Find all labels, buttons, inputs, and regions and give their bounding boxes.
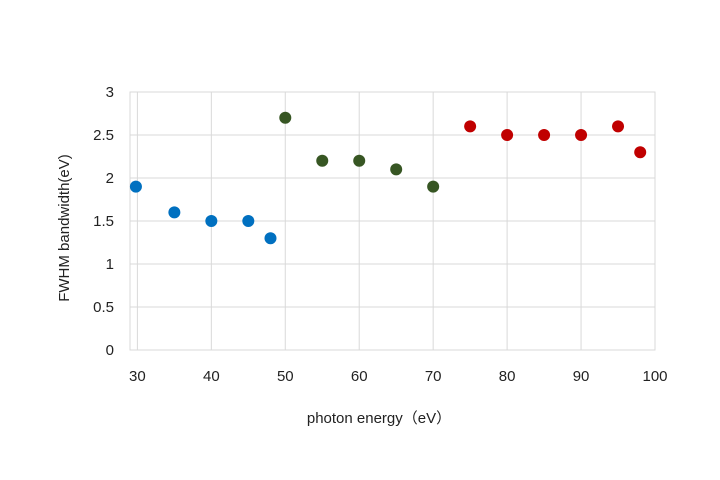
- y-tick-label: 0: [106, 342, 114, 359]
- data-point-series-1: [242, 215, 255, 227]
- y-tick-label: 3: [106, 84, 114, 101]
- data-point-series-3: [612, 120, 625, 133]
- data-point-series-2: [427, 180, 440, 193]
- data-point-series-1: [205, 215, 218, 227]
- y-tick-label: 0.5: [93, 299, 114, 316]
- y-tick-label: 2.5: [93, 127, 114, 144]
- data-point-series-1: [129, 180, 142, 193]
- data-point-series-3: [501, 129, 514, 141]
- x-tick-label: 60: [351, 368, 368, 385]
- y-tick-label: 1: [106, 256, 114, 273]
- data-point-series-3: [575, 129, 588, 141]
- y-tick-label: 1.5: [93, 213, 114, 230]
- x-tick-label: 100: [642, 368, 667, 385]
- data-point-series-3: [634, 146, 647, 159]
- y-tick-label: 2: [106, 170, 114, 187]
- x-tick-label: 70: [425, 368, 442, 385]
- x-tick-label: 50: [277, 368, 294, 385]
- data-point-series-1: [264, 232, 277, 245]
- tick-labels: 0 0.5 1 1.5 2 2.5 3 30 40 50 60 70 80 90 100: [93, 84, 667, 385]
- x-tick-label: 80: [499, 368, 516, 385]
- data-point-series-2: [279, 111, 292, 124]
- data-point-series-2: [390, 163, 403, 176]
- data-point-series-2: [353, 154, 366, 167]
- data-point-series-1: [168, 206, 181, 219]
- data-point-series-2: [316, 154, 329, 167]
- x-tick-label: 30: [129, 368, 146, 385]
- x-axis-title: photon energy（eV）: [307, 410, 451, 427]
- x-tick-label: 90: [573, 368, 590, 385]
- x-tick-label: 40: [203, 368, 220, 385]
- y-axis-title: FWHM bandwidth(eV): [56, 154, 73, 302]
- data-point-series-3: [538, 129, 551, 141]
- data-points: [129, 111, 647, 245]
- data-point-series-3: [464, 120, 477, 133]
